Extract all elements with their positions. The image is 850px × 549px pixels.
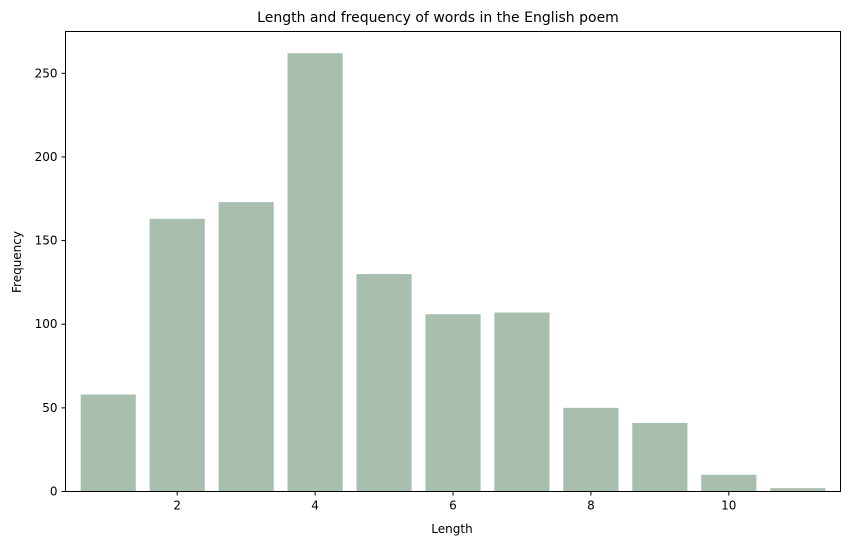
bar-length-6 xyxy=(425,314,481,492)
y-tick-label: 150 xyxy=(35,234,58,248)
bar-length-8 xyxy=(563,407,619,492)
y-tick-label: 50 xyxy=(42,401,57,415)
bar-length-11 xyxy=(770,488,826,492)
plot-frame xyxy=(65,31,841,492)
x-tick-label: 6 xyxy=(449,499,457,513)
x-axis-ticks: 2 4 6 8 10 xyxy=(173,491,736,513)
y-tick-label: 0 xyxy=(50,485,58,499)
y-tick-label: 250 xyxy=(35,66,58,80)
x-tick-label: 8 xyxy=(587,499,595,513)
bar-length-7 xyxy=(494,312,550,492)
bar-length-4 xyxy=(287,53,343,492)
x-axis-label: Length xyxy=(431,522,472,536)
x-tick-label: 10 xyxy=(721,499,736,513)
chart-title: Length and frequency of words in the Eng… xyxy=(257,10,619,26)
bar-length-3 xyxy=(218,202,274,492)
y-axis-label: Frequency xyxy=(10,231,24,293)
y-tick-label: 200 xyxy=(35,150,58,164)
bar-length-1 xyxy=(80,394,136,492)
bars-group xyxy=(80,53,826,492)
bar-length-2 xyxy=(149,218,205,492)
y-tick-label: 100 xyxy=(35,317,58,331)
y-axis-ticks: 0 50 100 150 200 250 xyxy=(35,66,66,499)
x-tick-label: 4 xyxy=(311,499,319,513)
bar-length-9 xyxy=(632,422,688,492)
bar-length-10 xyxy=(701,474,757,492)
bar-length-5 xyxy=(356,274,412,492)
x-tick-label: 2 xyxy=(173,499,181,513)
